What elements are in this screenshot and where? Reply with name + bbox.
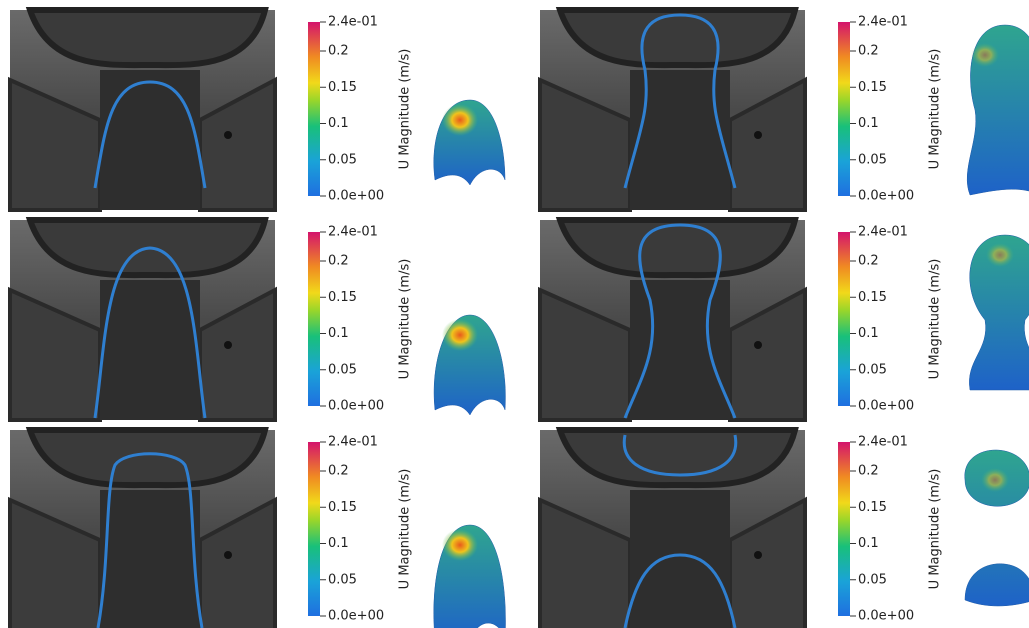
colorbar-tick-label: 2.4e-01	[328, 225, 378, 240]
colorbar-tick-label: 0.2	[328, 464, 349, 479]
dot	[224, 341, 232, 349]
droplet-hotspot	[971, 43, 999, 67]
colorbar-tick-label: 0.1	[328, 536, 349, 551]
colorbar-title: U Magnitude (m/s)	[398, 49, 413, 170]
panel: 2.4e-01 0.2 0.15 0.1 0.05 0.0e+00 U Magnitude …	[540, 430, 1029, 628]
colorbar-tick-label: 0.2	[858, 44, 879, 59]
colorbar-tick-label: 0.05	[858, 152, 887, 167]
neck	[630, 490, 730, 628]
colorbar-tick-label: 0.05	[858, 362, 887, 377]
camera-image	[540, 430, 805, 628]
colorbar-tick-label: 0.2	[328, 44, 349, 59]
colorbar-tick-label: 0.1	[858, 536, 879, 551]
colorbar-tick-label: 2.4e-01	[858, 225, 908, 240]
neck	[100, 70, 200, 210]
colorbar-tick-label: 0.1	[328, 116, 349, 131]
page: 2.4e-01 0.2 0.15 0.1 0.05 0.0e+00 U Magnitude …	[0, 0, 1029, 628]
droplet-render	[969, 235, 1029, 390]
figure: 2.4e-01 0.2 0.15 0.1 0.05 0.0e+00 U Magnitude …	[0, 0, 1029, 628]
colorbar-tick-label: 0.15	[858, 290, 887, 305]
colorbar-tick-label: 2.4e-01	[328, 435, 378, 450]
colorbar-title: U Magnitude (m/s)	[928, 49, 943, 170]
dot	[754, 551, 762, 559]
colorbar-tick-label: 0.0e+00	[858, 189, 914, 204]
colorbar-tick-label: 0.2	[328, 254, 349, 269]
colorbar	[838, 232, 850, 406]
panel: 2.4e-01 0.2 0.15 0.1 0.05 0.0e+00 U Magnitude …	[540, 10, 1029, 210]
dot	[754, 341, 762, 349]
neck	[630, 280, 730, 420]
colorbar-tick-label: 2.4e-01	[858, 15, 908, 30]
droplet-hotspot	[442, 104, 478, 136]
camera-image	[540, 10, 805, 210]
colorbar-tick-label: 0.2	[858, 464, 879, 479]
colorbar-tick-label: 0.15	[328, 290, 357, 305]
neck	[100, 490, 200, 628]
colorbar-tick-label: 2.4e-01	[858, 435, 908, 450]
colorbar-tick-label: 0.05	[858, 572, 887, 587]
colorbar-tick-label: 0.15	[858, 80, 887, 95]
droplet-hotspot	[981, 468, 1009, 492]
panel: 2.4e-01 0.2 0.15 0.1 0.05 0.0e+00 U Magnitude …	[10, 430, 506, 628]
colorbar-tick-label: 0.0e+00	[328, 189, 384, 204]
camera-image	[10, 220, 275, 420]
dot	[754, 131, 762, 139]
colorbar-title: U Magnitude (m/s)	[928, 469, 943, 590]
colorbar-tick-label: 0.15	[328, 80, 357, 95]
droplet-hotspot	[442, 319, 478, 351]
colorbar	[308, 442, 320, 616]
droplet-hotspot	[442, 529, 478, 561]
colorbar-tick-label: 0.05	[328, 152, 357, 167]
colorbar-tick-label: 0.1	[328, 326, 349, 341]
colorbar	[308, 232, 320, 406]
colorbar-title: U Magnitude (m/s)	[398, 259, 413, 380]
colorbar	[838, 442, 850, 616]
dot	[224, 551, 232, 559]
droplet-render	[434, 315, 505, 415]
colorbar-tick-label: 0.1	[858, 116, 879, 131]
colorbar	[308, 22, 320, 196]
colorbar-tick-label: 0.15	[858, 500, 887, 515]
panel: 2.4e-01 0.2 0.15 0.1 0.05 0.0e+00 U Magnitude …	[10, 10, 505, 210]
colorbar-tick-label: 0.15	[328, 500, 357, 515]
colorbar-tick-label: 0.05	[328, 362, 357, 377]
droplet-render	[434, 100, 505, 185]
colorbar-tick-label: 0.0e+00	[858, 399, 914, 414]
droplet-render	[434, 525, 506, 628]
colorbar-title: U Magnitude (m/s)	[398, 469, 413, 590]
colorbar-tick-label: 0.0e+00	[328, 609, 384, 624]
colorbar-title: U Magnitude (m/s)	[928, 259, 943, 380]
panel: 2.4e-01 0.2 0.15 0.1 0.05 0.0e+00 U Magnitude …	[540, 220, 1029, 420]
camera-image	[540, 220, 805, 420]
droplet-render	[967, 25, 1029, 195]
dot	[224, 131, 232, 139]
colorbar-tick-label: 0.0e+00	[328, 399, 384, 414]
colorbar-tick-label: 0.0e+00	[858, 609, 914, 624]
droplet-render	[965, 450, 1029, 606]
panel: 2.4e-01 0.2 0.15 0.1 0.05 0.0e+00 U Magnitude …	[10, 220, 505, 420]
colorbar-tick-label: 0.2	[858, 254, 879, 269]
colorbar-tick-label: 0.05	[328, 572, 357, 587]
neck	[100, 280, 200, 420]
camera-image	[10, 430, 275, 628]
camera-image	[10, 10, 275, 210]
colorbar-tick-label: 2.4e-01	[328, 15, 378, 30]
droplet-hotspot	[986, 243, 1014, 267]
colorbar-tick-label: 0.1	[858, 326, 879, 341]
colorbar	[838, 22, 850, 196]
